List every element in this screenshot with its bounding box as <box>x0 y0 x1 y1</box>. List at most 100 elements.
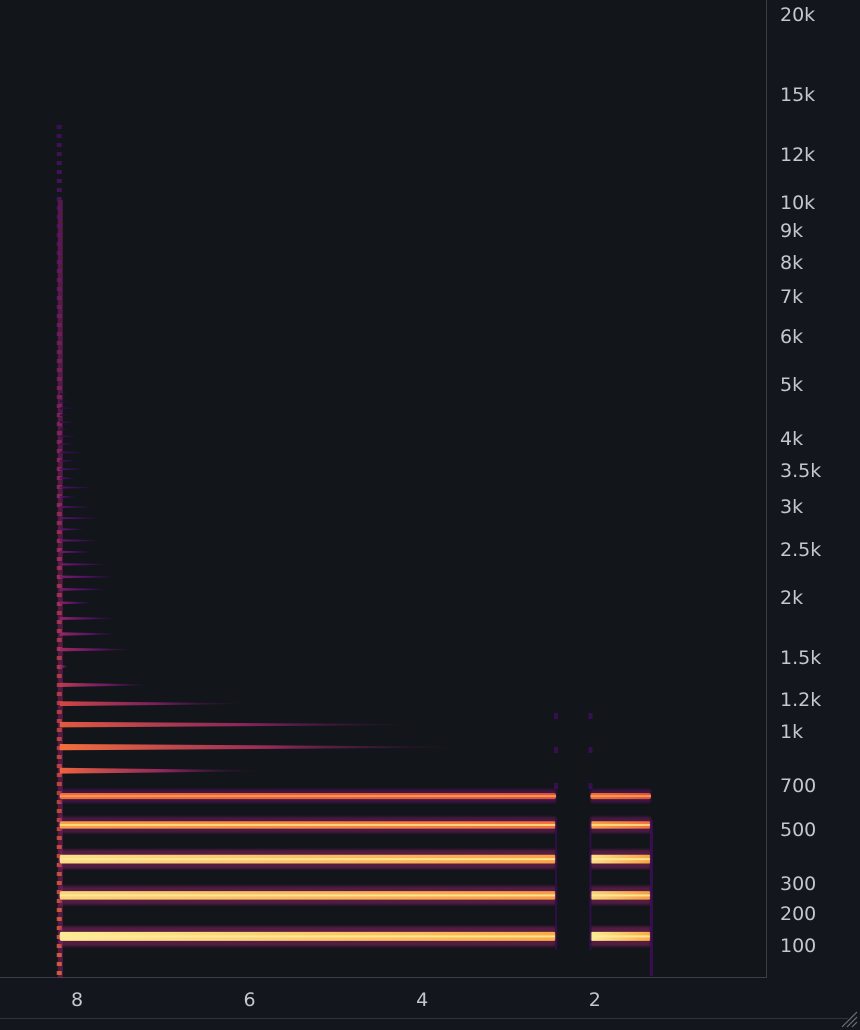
harmonic-band <box>59 588 112 591</box>
harmonic-band <box>59 664 69 669</box>
onset-column-cell <box>56 125 62 129</box>
onset-column-cell <box>56 881 62 885</box>
harmonic-band <box>59 647 138 652</box>
onset-column-cell <box>56 323 62 327</box>
spectrogram-plot[interactable] <box>0 0 767 978</box>
onset-column-cell <box>56 566 62 570</box>
y-tick-label: 7k <box>780 286 804 308</box>
harmonic-band <box>59 616 121 620</box>
harmonic-band <box>59 721 431 728</box>
harmonic-band <box>59 743 474 751</box>
onset-column-cell <box>56 305 62 309</box>
harmonic-core <box>590 935 651 938</box>
tail-dot <box>553 783 558 789</box>
onset-column-cell <box>56 242 62 246</box>
tail-dot <box>553 713 558 719</box>
harmonic-band <box>59 767 267 774</box>
onset-column-cell <box>56 620 62 624</box>
y-tick-label: 10k <box>780 192 816 214</box>
onset-column-cell <box>56 557 62 561</box>
harmonic-core <box>59 823 556 826</box>
harmonic-band <box>59 443 77 446</box>
resize-grip-icon[interactable] <box>840 1010 858 1028</box>
onset-column-cell <box>56 926 62 930</box>
y-tick-label: 1.5k <box>780 647 822 669</box>
harmonic-core <box>590 894 651 897</box>
onset-column-cell <box>56 170 62 174</box>
onset-column-cell <box>56 440 62 444</box>
y-tick-label: 1k <box>780 721 804 743</box>
onset-column-cell <box>56 260 62 264</box>
gap-edge <box>554 820 557 950</box>
harmonic-core <box>590 858 651 861</box>
harmonic-band <box>59 486 95 489</box>
harmonic-core <box>59 858 556 861</box>
y-tick-label: 3.5k <box>780 460 822 482</box>
harmonic-band <box>59 495 77 498</box>
onset-column-cell <box>56 251 62 255</box>
onset-column-cell <box>56 638 62 642</box>
onset-column-cell <box>56 584 62 588</box>
harmonic-band <box>59 528 86 531</box>
onset-column-cell <box>56 953 62 957</box>
onset-column-cell <box>56 449 62 453</box>
onset-column-cell <box>56 278 62 282</box>
onset-column-cell <box>56 737 62 741</box>
onset-column-cell <box>56 395 62 399</box>
onset-column-cell <box>56 458 62 462</box>
harmonic-band <box>59 400 69 403</box>
harmonic-band <box>59 414 69 417</box>
onset-column-cell <box>56 872 62 876</box>
onset-column-cell <box>56 800 62 804</box>
y-tick-label: 20k <box>780 4 816 26</box>
y-tick-label: 700 <box>780 775 817 797</box>
onset-column-cell <box>56 854 62 858</box>
onset-column-cell <box>56 197 62 201</box>
harmonic-band <box>59 632 121 636</box>
onset-column-cell <box>56 593 62 597</box>
spectrogram-canvas <box>56 125 653 978</box>
harmonic-band <box>59 506 95 508</box>
harmonic-core <box>590 823 651 826</box>
onset-column-cell <box>56 773 62 777</box>
tail-dot <box>553 747 558 753</box>
harmonic-band <box>59 468 86 471</box>
onset-column-cell <box>56 629 62 633</box>
onset-column-cell <box>56 602 62 606</box>
harmonic-band <box>59 539 103 542</box>
tail-dot <box>588 783 593 789</box>
onset-column-cell <box>56 647 62 651</box>
harmonic-core <box>590 795 651 798</box>
onset-column-cell <box>56 152 62 156</box>
onset-column-cell <box>56 908 62 912</box>
onset-column-cell <box>56 575 62 579</box>
onset-column-cell <box>56 485 62 489</box>
gap-edge <box>589 820 592 950</box>
onset-column-cell <box>56 836 62 840</box>
onset-column-cell <box>56 683 62 687</box>
onset-column-cell <box>56 539 62 543</box>
onset-column-cell <box>56 530 62 534</box>
harmonic-band <box>59 407 77 410</box>
note-end-edge <box>649 820 653 976</box>
harmonic-band <box>59 451 86 454</box>
x-tick-label: 4 <box>416 989 429 1011</box>
y-tick-label: 100 <box>780 935 817 957</box>
onset-column-cell <box>56 791 62 795</box>
onset-column-cell <box>56 944 62 948</box>
harmonic-band <box>59 393 69 396</box>
onset-column-cell <box>56 269 62 273</box>
harmonic-band <box>59 701 250 707</box>
y-tick-label: 300 <box>780 873 817 895</box>
y-tick-label: 12k <box>780 144 816 166</box>
onset-column-cell <box>56 179 62 183</box>
harmonic-band <box>59 477 77 480</box>
onset-column-cell <box>56 377 62 381</box>
onset-column-cell <box>56 233 62 237</box>
onset-column-cell <box>56 134 62 138</box>
y-tick-label: 1.2k <box>780 689 822 711</box>
onset-column-cell <box>56 719 62 723</box>
harmonic-core <box>59 795 556 798</box>
y-tick-label: 200 <box>780 903 817 925</box>
onset-column-cell <box>56 206 62 210</box>
